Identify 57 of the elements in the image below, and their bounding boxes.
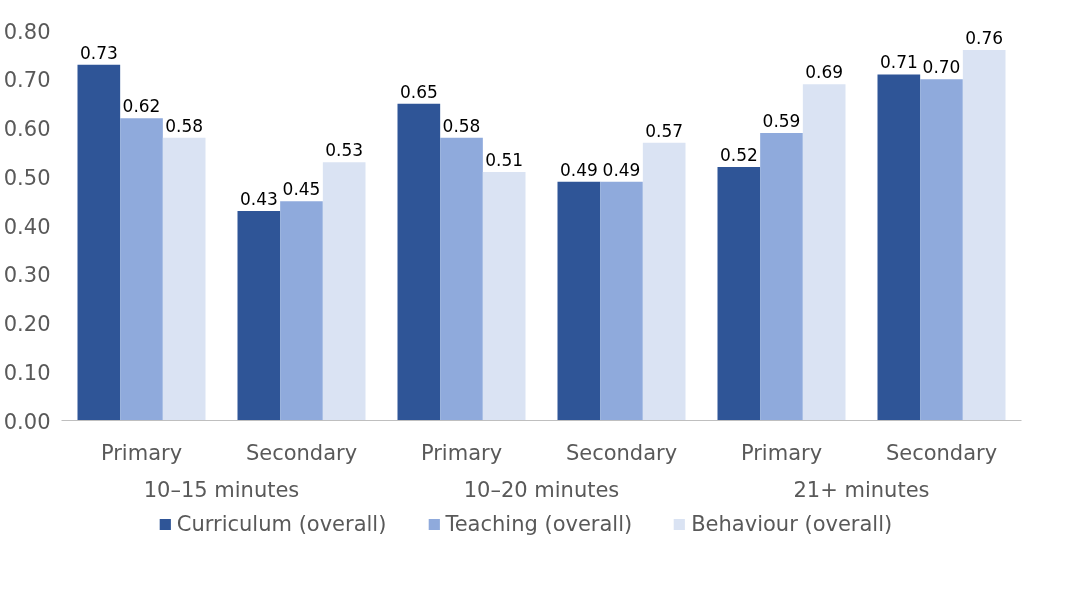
data-label: 0.53 — [325, 140, 364, 161]
bar — [920, 79, 963, 421]
data-label: 0.57 — [645, 120, 684, 141]
y-tick-label: 0.00 — [3, 409, 51, 434]
legend-label: Behaviour (overall) — [691, 512, 893, 536]
data-label: 0.69 — [805, 62, 844, 83]
legend-label: Teaching (overall) — [445, 512, 633, 536]
bar — [760, 132, 803, 421]
y-tick-label: 0.30 — [3, 263, 51, 288]
data-label: 0.51 — [485, 149, 524, 170]
legend-label: Curriculum (overall) — [176, 512, 387, 536]
bar — [237, 210, 281, 421]
data-label: 0.43 — [239, 188, 278, 209]
x-tick-label: Secondary — [565, 440, 678, 465]
bar — [120, 118, 163, 421]
data-label: 0.58 — [165, 115, 204, 136]
data-label: 0.70 — [922, 57, 961, 78]
data-label: 0.71 — [879, 52, 918, 73]
y-tick-label: 0.20 — [3, 312, 51, 336]
bar — [802, 84, 846, 421]
x-tick-label: Secondary — [885, 440, 998, 465]
text: 21+ minutes — [793, 477, 930, 502]
bar — [962, 50, 1006, 421]
data-label: 0.59 — [762, 110, 801, 131]
text: 10–20 minutes — [463, 477, 620, 502]
bar — [877, 74, 921, 421]
y-tick-label: 0.10 — [3, 360, 51, 385]
data-label: 0.76 — [965, 28, 1004, 48]
x-tick-label: Primary — [100, 440, 183, 465]
text: 10–15 minutes — [143, 477, 300, 502]
x-tick-label: Secondary — [245, 440, 358, 465]
bar — [600, 181, 643, 421]
bar — [440, 137, 483, 421]
bar — [322, 162, 366, 421]
x-tick-label: Primary — [420, 440, 503, 465]
bar — [642, 142, 686, 421]
bar — [557, 181, 601, 421]
bar — [162, 137, 206, 421]
bar — [482, 171, 526, 421]
data-label: 0.49 — [559, 159, 598, 180]
data-label: 0.52 — [719, 145, 758, 165]
y-tick-label: 0.60 — [3, 117, 51, 141]
data-label: 0.49 — [602, 159, 641, 180]
bar — [77, 64, 121, 421]
data-label: 0.73 — [79, 42, 118, 63]
data-label: 0.65 — [399, 81, 438, 102]
bar — [280, 201, 323, 421]
y-tick-label: 0.50 — [3, 165, 51, 190]
y-tick-label: 0.80 — [3, 19, 51, 44]
y-tick-label: 0.70 — [3, 68, 51, 93]
data-label: 0.58 — [442, 115, 481, 136]
y-tick-label: 0.40 — [3, 214, 51, 239]
x-tick-label: Primary — [740, 440, 823, 465]
data-label: 0.45 — [282, 179, 321, 200]
bar — [397, 103, 441, 421]
bar — [717, 167, 761, 421]
data-label: 0.62 — [122, 96, 161, 117]
